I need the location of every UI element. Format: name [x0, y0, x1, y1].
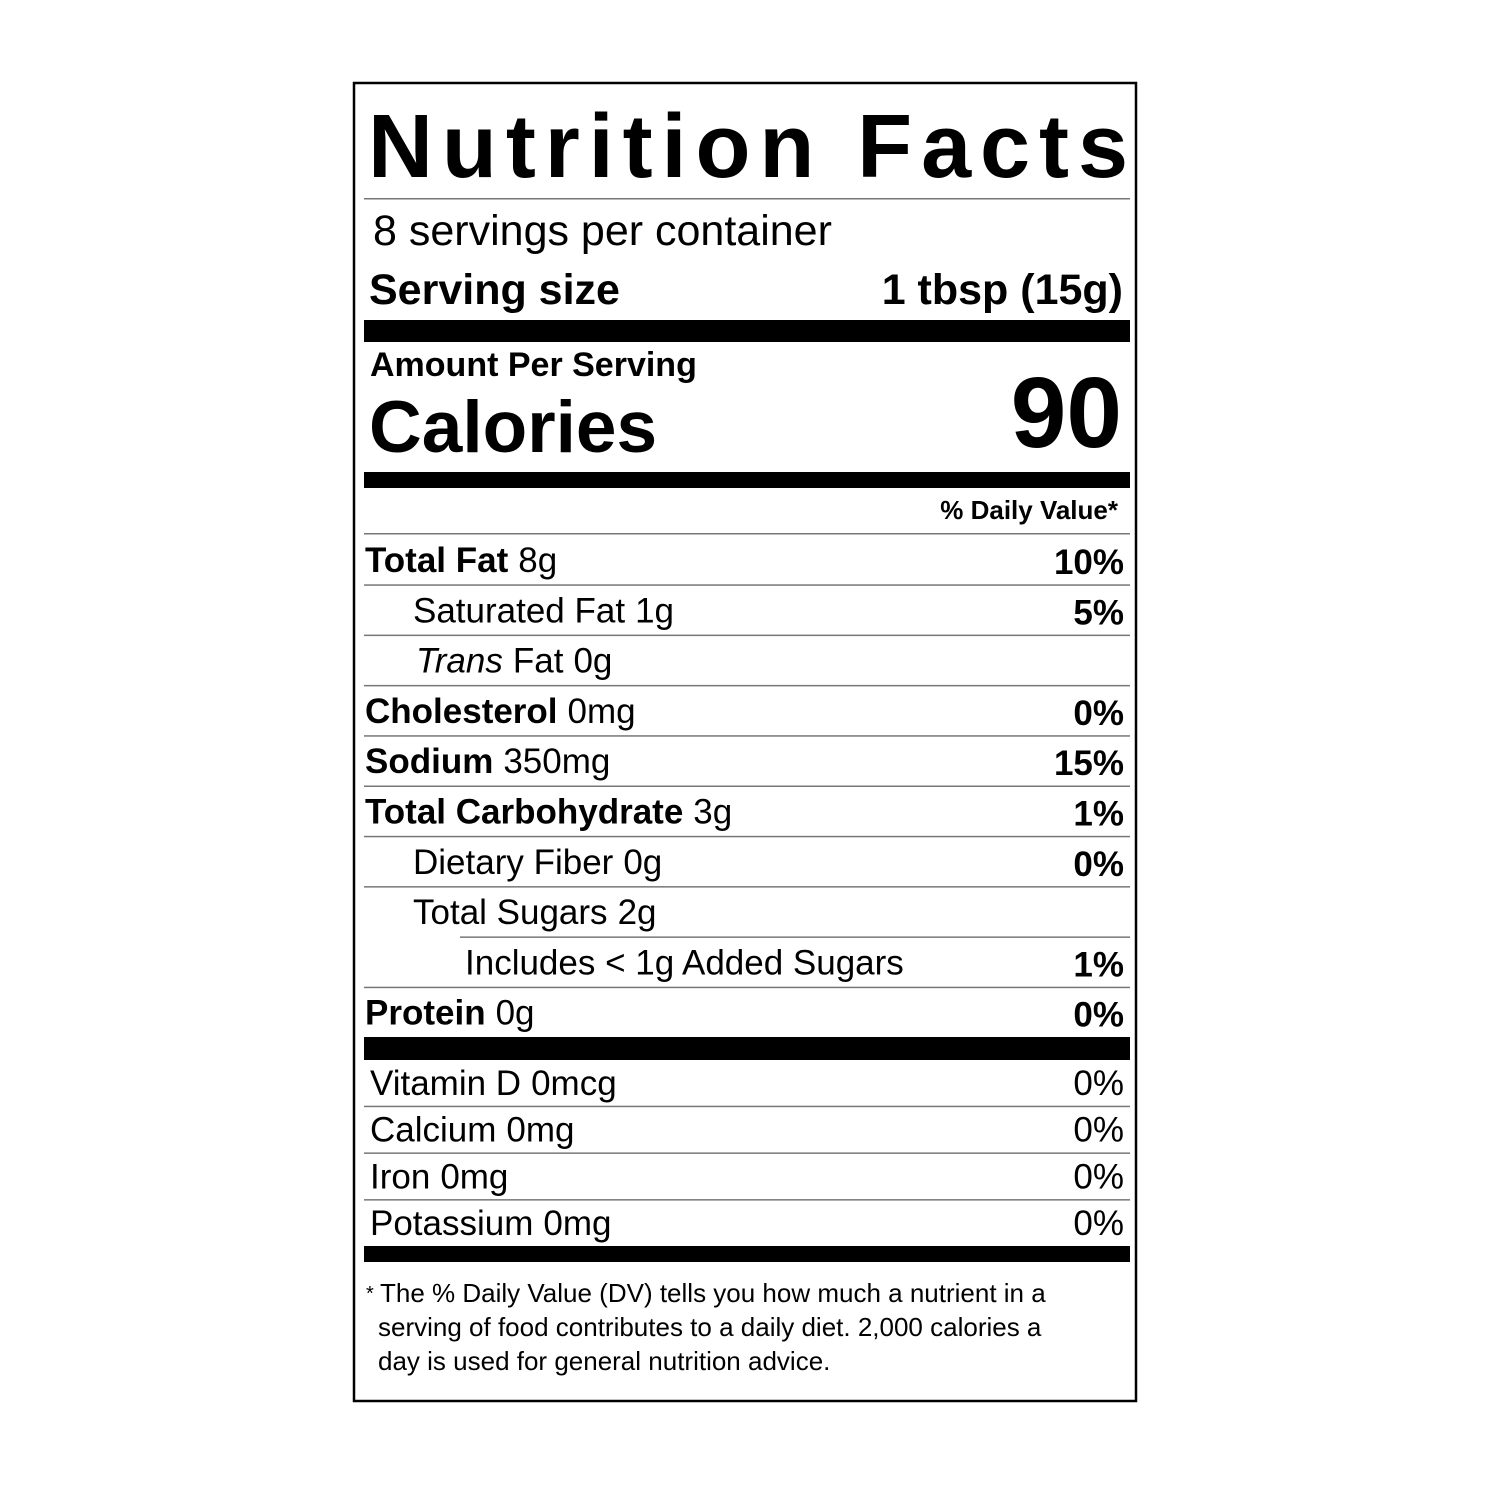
nutrient-amount: 350mg — [503, 742, 610, 781]
nutrient-row: Includes < 1g Added Sugars — [465, 943, 904, 982]
label-border — [352, 81, 1138, 1403]
nutrient-name: Protein — [365, 994, 486, 1033]
rule — [364, 986, 1130, 989]
rule — [364, 785, 1130, 787]
dv-header: % Daily Value* — [940, 495, 1119, 525]
nutrient-amount: 0mg — [568, 692, 636, 731]
vitamin-name: Potassium — [370, 1204, 533, 1243]
vitamin-amount: 0mg — [543, 1204, 611, 1243]
vitamin-dv: 0% — [1073, 1111, 1124, 1150]
nutrient-name-italic: Trans — [416, 642, 503, 681]
rule — [364, 684, 1130, 687]
nutrient-amount: 0g — [623, 843, 662, 882]
daily-value: 1% — [1073, 945, 1124, 984]
daily-value: 15% — [1054, 744, 1124, 783]
rule — [364, 533, 1130, 535]
nutrient-name: Cholesterol — [365, 692, 558, 731]
amount-per-serving: Amount Per Serving — [370, 346, 697, 384]
daily-value: 0% — [1073, 996, 1124, 1035]
vitamin-row: Potassium 0mg — [370, 1204, 612, 1243]
footnote-line: day is used for general nutrition advice… — [378, 1346, 830, 1376]
daily-value: 10% — [1054, 543, 1124, 582]
nutrient-row: Saturated Fat 1g — [413, 591, 674, 630]
thick-bar — [364, 1037, 1130, 1060]
vitamin-row: Vitamin D 0mcg — [370, 1064, 617, 1103]
rule — [364, 584, 1130, 586]
calories-label: Calories — [369, 387, 657, 468]
daily-value: 0% — [1073, 845, 1124, 884]
thick-bar — [364, 1246, 1130, 1262]
vitamin-dv: 0% — [1073, 1064, 1124, 1103]
vitamin-amount: 0mcg — [531, 1064, 617, 1103]
nutrient-row: Total Fat 8g — [365, 541, 557, 580]
nutrient-name: Fat — [513, 642, 564, 681]
nutrient-amount: 3g — [693, 793, 732, 832]
nutrient-name: Total Carbohydrate — [365, 793, 683, 832]
vitamin-name: Iron — [370, 1157, 430, 1196]
vitamin-row: Iron 0mg — [370, 1157, 508, 1196]
calories-value: 90 — [1011, 357, 1122, 469]
nutrient-row: Sodium 350mg — [365, 742, 610, 781]
rule — [364, 198, 1130, 200]
servings: 8 servings per container — [373, 207, 832, 255]
serving-size-label: Serving size — [369, 266, 620, 314]
rule — [460, 936, 1130, 938]
nutrient-row: Total Carbohydrate 3g — [365, 793, 732, 832]
vitamin-name: Vitamin D — [370, 1064, 521, 1103]
vitamin-amount: 0mg — [506, 1111, 574, 1150]
nutrient-amount: 1g — [635, 591, 674, 630]
rule — [364, 1105, 1130, 1108]
daily-value: 0% — [1073, 694, 1124, 733]
nutrient-name: Total Sugars — [413, 893, 608, 932]
vitamin-dv: 0% — [1073, 1204, 1124, 1243]
serving-size-value: 1 tbsp (15g) — [882, 266, 1123, 314]
daily-value: 1% — [1073, 795, 1124, 834]
rule — [364, 835, 1130, 838]
daily-value: 5% — [1073, 593, 1124, 632]
nutrient-row: Cholesterol 0mg — [365, 692, 636, 731]
nutrient-amount: 2g — [618, 893, 657, 932]
footnote-line: The % Daily Value (DV) tells you how muc… — [380, 1278, 1046, 1308]
footnote-marker: * — [366, 1283, 374, 1305]
footnote-line: serving of food contributes to a daily d… — [378, 1312, 1042, 1342]
nutrient-name: Total Fat — [365, 541, 509, 580]
rule — [364, 634, 1130, 637]
nutrient-name: Dietary Fiber — [413, 843, 614, 882]
nutrient-amount: 8g — [518, 541, 557, 580]
rule — [364, 1152, 1130, 1154]
vitamin-name: Calcium — [370, 1111, 496, 1150]
thick-bar — [364, 320, 1130, 342]
nutrient-name: Includes < 1g Added Sugars — [465, 943, 904, 982]
nutrient-row: Protein 0g — [365, 994, 535, 1033]
nutrient-name: Sodium — [365, 742, 493, 781]
nutrient-name: Saturated Fat — [413, 591, 625, 630]
nutrient-row: Dietary Fiber 0g — [413, 843, 662, 882]
nutrient-amount: 0g — [573, 642, 612, 681]
vitamin-amount: 0mg — [440, 1157, 508, 1196]
nutrient-row: Total Sugars 2g — [413, 893, 657, 932]
rule — [364, 886, 1130, 888]
nutrient-row: Trans Fat 0g — [416, 642, 612, 681]
thick-bar — [364, 472, 1130, 488]
title: Nutrition Facts — [368, 97, 1128, 197]
rule — [364, 1199, 1130, 1201]
rule — [364, 735, 1130, 737]
vitamin-row: Calcium 0mg — [370, 1111, 575, 1150]
nutrient-amount: 0g — [496, 994, 535, 1033]
vitamin-dv: 0% — [1073, 1157, 1124, 1196]
